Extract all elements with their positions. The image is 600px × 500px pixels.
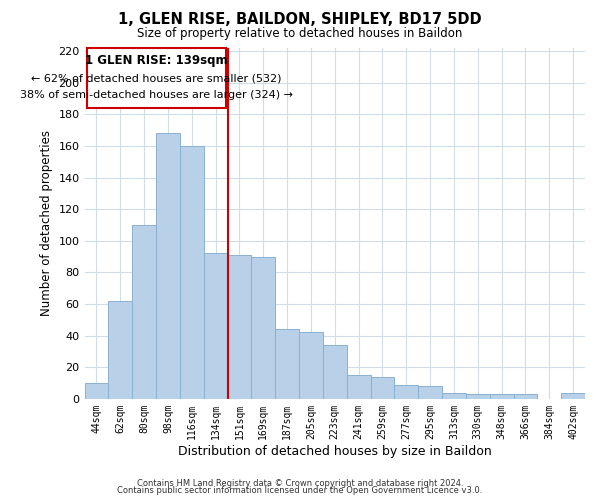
- X-axis label: Distribution of detached houses by size in Baildon: Distribution of detached houses by size …: [178, 444, 491, 458]
- Bar: [203, 254, 227, 399]
- Text: Size of property relative to detached houses in Baildon: Size of property relative to detached ho…: [137, 28, 463, 40]
- Text: Contains HM Land Registry data © Crown copyright and database right 2024.: Contains HM Land Registry data © Crown c…: [137, 478, 463, 488]
- Bar: [490, 394, 514, 399]
- Bar: [251, 256, 275, 399]
- Text: Contains public sector information licensed under the Open Government Licence v3: Contains public sector information licen…: [118, 486, 482, 495]
- Bar: [442, 392, 466, 399]
- Bar: [371, 376, 394, 399]
- Bar: [466, 394, 490, 399]
- Bar: [347, 375, 371, 399]
- Bar: [514, 394, 538, 399]
- Text: 1 GLEN RISE: 139sqm: 1 GLEN RISE: 139sqm: [85, 54, 228, 67]
- Text: ← 62% of detached houses are smaller (532): ← 62% of detached houses are smaller (53…: [31, 73, 282, 83]
- Bar: [132, 225, 156, 399]
- Bar: [85, 383, 109, 399]
- FancyBboxPatch shape: [87, 48, 226, 108]
- Y-axis label: Number of detached properties: Number of detached properties: [40, 130, 53, 316]
- Text: 1, GLEN RISE, BAILDON, SHIPLEY, BD17 5DD: 1, GLEN RISE, BAILDON, SHIPLEY, BD17 5DD: [118, 12, 482, 28]
- Text: 38% of semi-detached houses are larger (324) →: 38% of semi-detached houses are larger (…: [20, 90, 293, 101]
- Bar: [227, 255, 251, 399]
- Bar: [561, 392, 585, 399]
- Bar: [156, 134, 180, 399]
- Bar: [323, 345, 347, 399]
- Bar: [109, 301, 132, 399]
- Bar: [275, 330, 299, 399]
- Bar: [299, 332, 323, 399]
- Bar: [418, 386, 442, 399]
- Bar: [180, 146, 203, 399]
- Bar: [394, 384, 418, 399]
